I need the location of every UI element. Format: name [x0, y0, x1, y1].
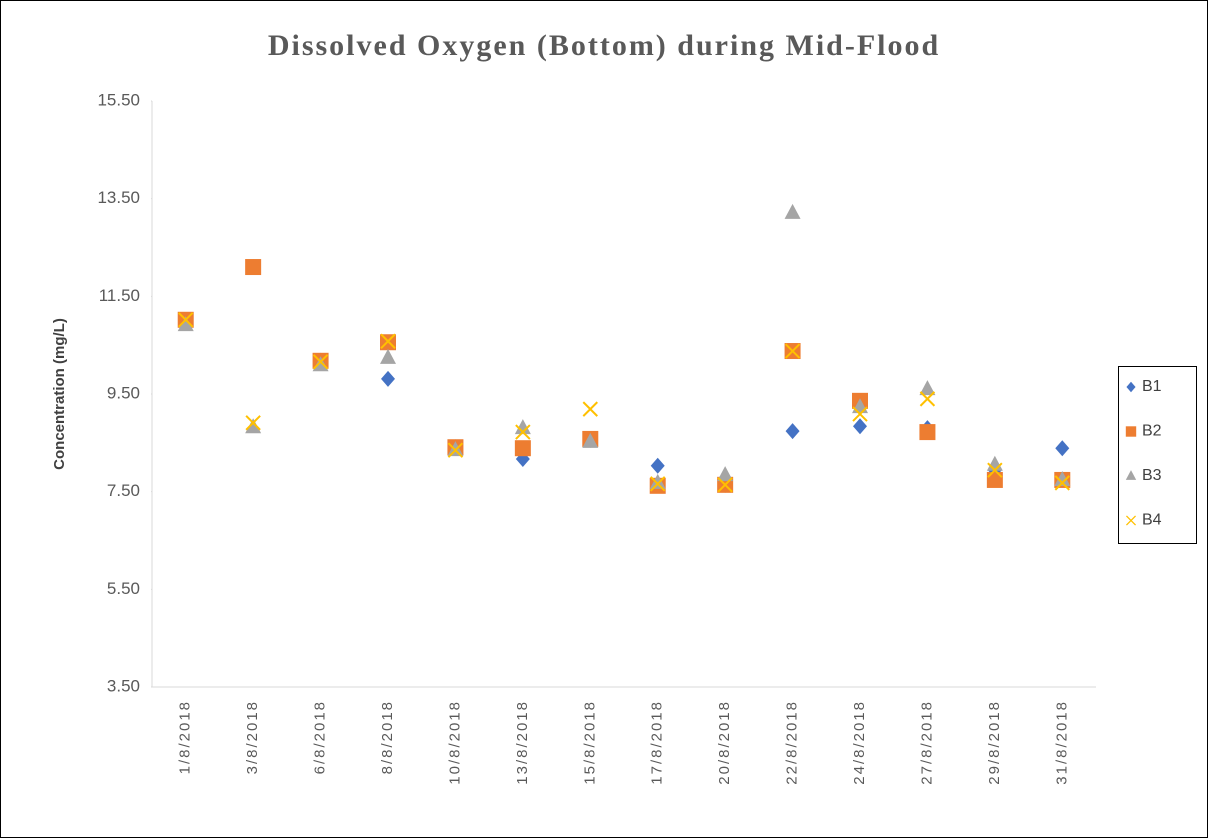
data-point — [649, 473, 666, 489]
data-point — [717, 466, 734, 482]
data-point — [986, 471, 1003, 488]
y-axis-label: Concentration (mg/L) — [51, 318, 68, 470]
x-tick-label: 1/8/2018 — [177, 700, 194, 774]
data-point — [784, 343, 801, 359]
data-point — [987, 462, 1003, 478]
data-point — [1055, 440, 1070, 457]
x-tick-label: 27/8/2018 — [918, 700, 935, 785]
x-tick-label: 22/8/2018 — [784, 700, 801, 785]
data-point — [515, 424, 531, 440]
data-point — [514, 440, 531, 457]
data-point — [582, 432, 599, 448]
x-tick-label: 17/8/2018 — [649, 700, 666, 785]
x-tick-label: 20/8/2018 — [716, 700, 733, 785]
y-tick-label: 15.50 — [97, 90, 140, 109]
legend-marker — [1125, 470, 1137, 480]
x-tick-label: 13/8/2018 — [514, 700, 531, 785]
data-point — [919, 424, 936, 441]
data-point — [381, 370, 395, 387]
legend-label: B1 — [1142, 378, 1162, 395]
y-tick-label: 7.50 — [107, 481, 140, 500]
y-tick-label: 11.50 — [99, 286, 140, 305]
data-point — [919, 380, 936, 396]
data-point — [919, 391, 936, 407]
data-point — [380, 348, 396, 364]
data-point — [1054, 475, 1070, 491]
x-tick-label: 6/8/2018 — [312, 700, 329, 774]
data-point — [650, 457, 665, 474]
data-point — [245, 259, 262, 276]
legend-box — [1118, 366, 1197, 544]
data-point — [582, 401, 598, 417]
x-tick-label: 8/8/2018 — [379, 700, 396, 774]
data-point — [177, 316, 194, 332]
x-tick-label: 24/8/2018 — [851, 700, 868, 785]
data-point — [1054, 470, 1071, 486]
data-point — [245, 415, 261, 431]
data-point — [245, 418, 262, 434]
legend-label: B2 — [1142, 423, 1162, 440]
data-point — [380, 333, 396, 349]
data-point — [650, 476, 666, 492]
legend-label: B4 — [1142, 512, 1162, 529]
x-tick-label: 3/8/2018 — [244, 700, 261, 774]
data-point — [785, 423, 800, 440]
legend-marker — [1125, 426, 1137, 437]
data-point — [178, 312, 194, 328]
x-tick-label: 29/8/2018 — [986, 700, 1003, 785]
legend-label: B3 — [1142, 467, 1162, 484]
x-tick-label: 31/8/2018 — [1053, 700, 1070, 785]
legend-marker — [1125, 515, 1137, 526]
data-point — [852, 406, 868, 422]
data-point — [447, 442, 464, 458]
y-tick-label: 3.50 — [107, 676, 140, 695]
x-tick-label: 10/8/2018 — [446, 700, 463, 785]
data-point — [312, 354, 329, 370]
data-point — [853, 418, 867, 435]
y-tick-label: 13.50 — [97, 188, 140, 207]
data-point — [514, 419, 531, 435]
data-point — [312, 356, 329, 372]
y-tick-label: 5.50 — [107, 579, 140, 598]
data-point — [784, 203, 801, 219]
data-point — [447, 441, 464, 457]
legend-marker — [1126, 381, 1136, 393]
chart-title: Dissolved Oxygen (Bottom) during Mid-Flo… — [268, 29, 940, 62]
y-tick-label: 9.50 — [107, 383, 140, 402]
x-tick-label: 15/8/2018 — [581, 700, 598, 785]
data-point — [717, 477, 733, 493]
